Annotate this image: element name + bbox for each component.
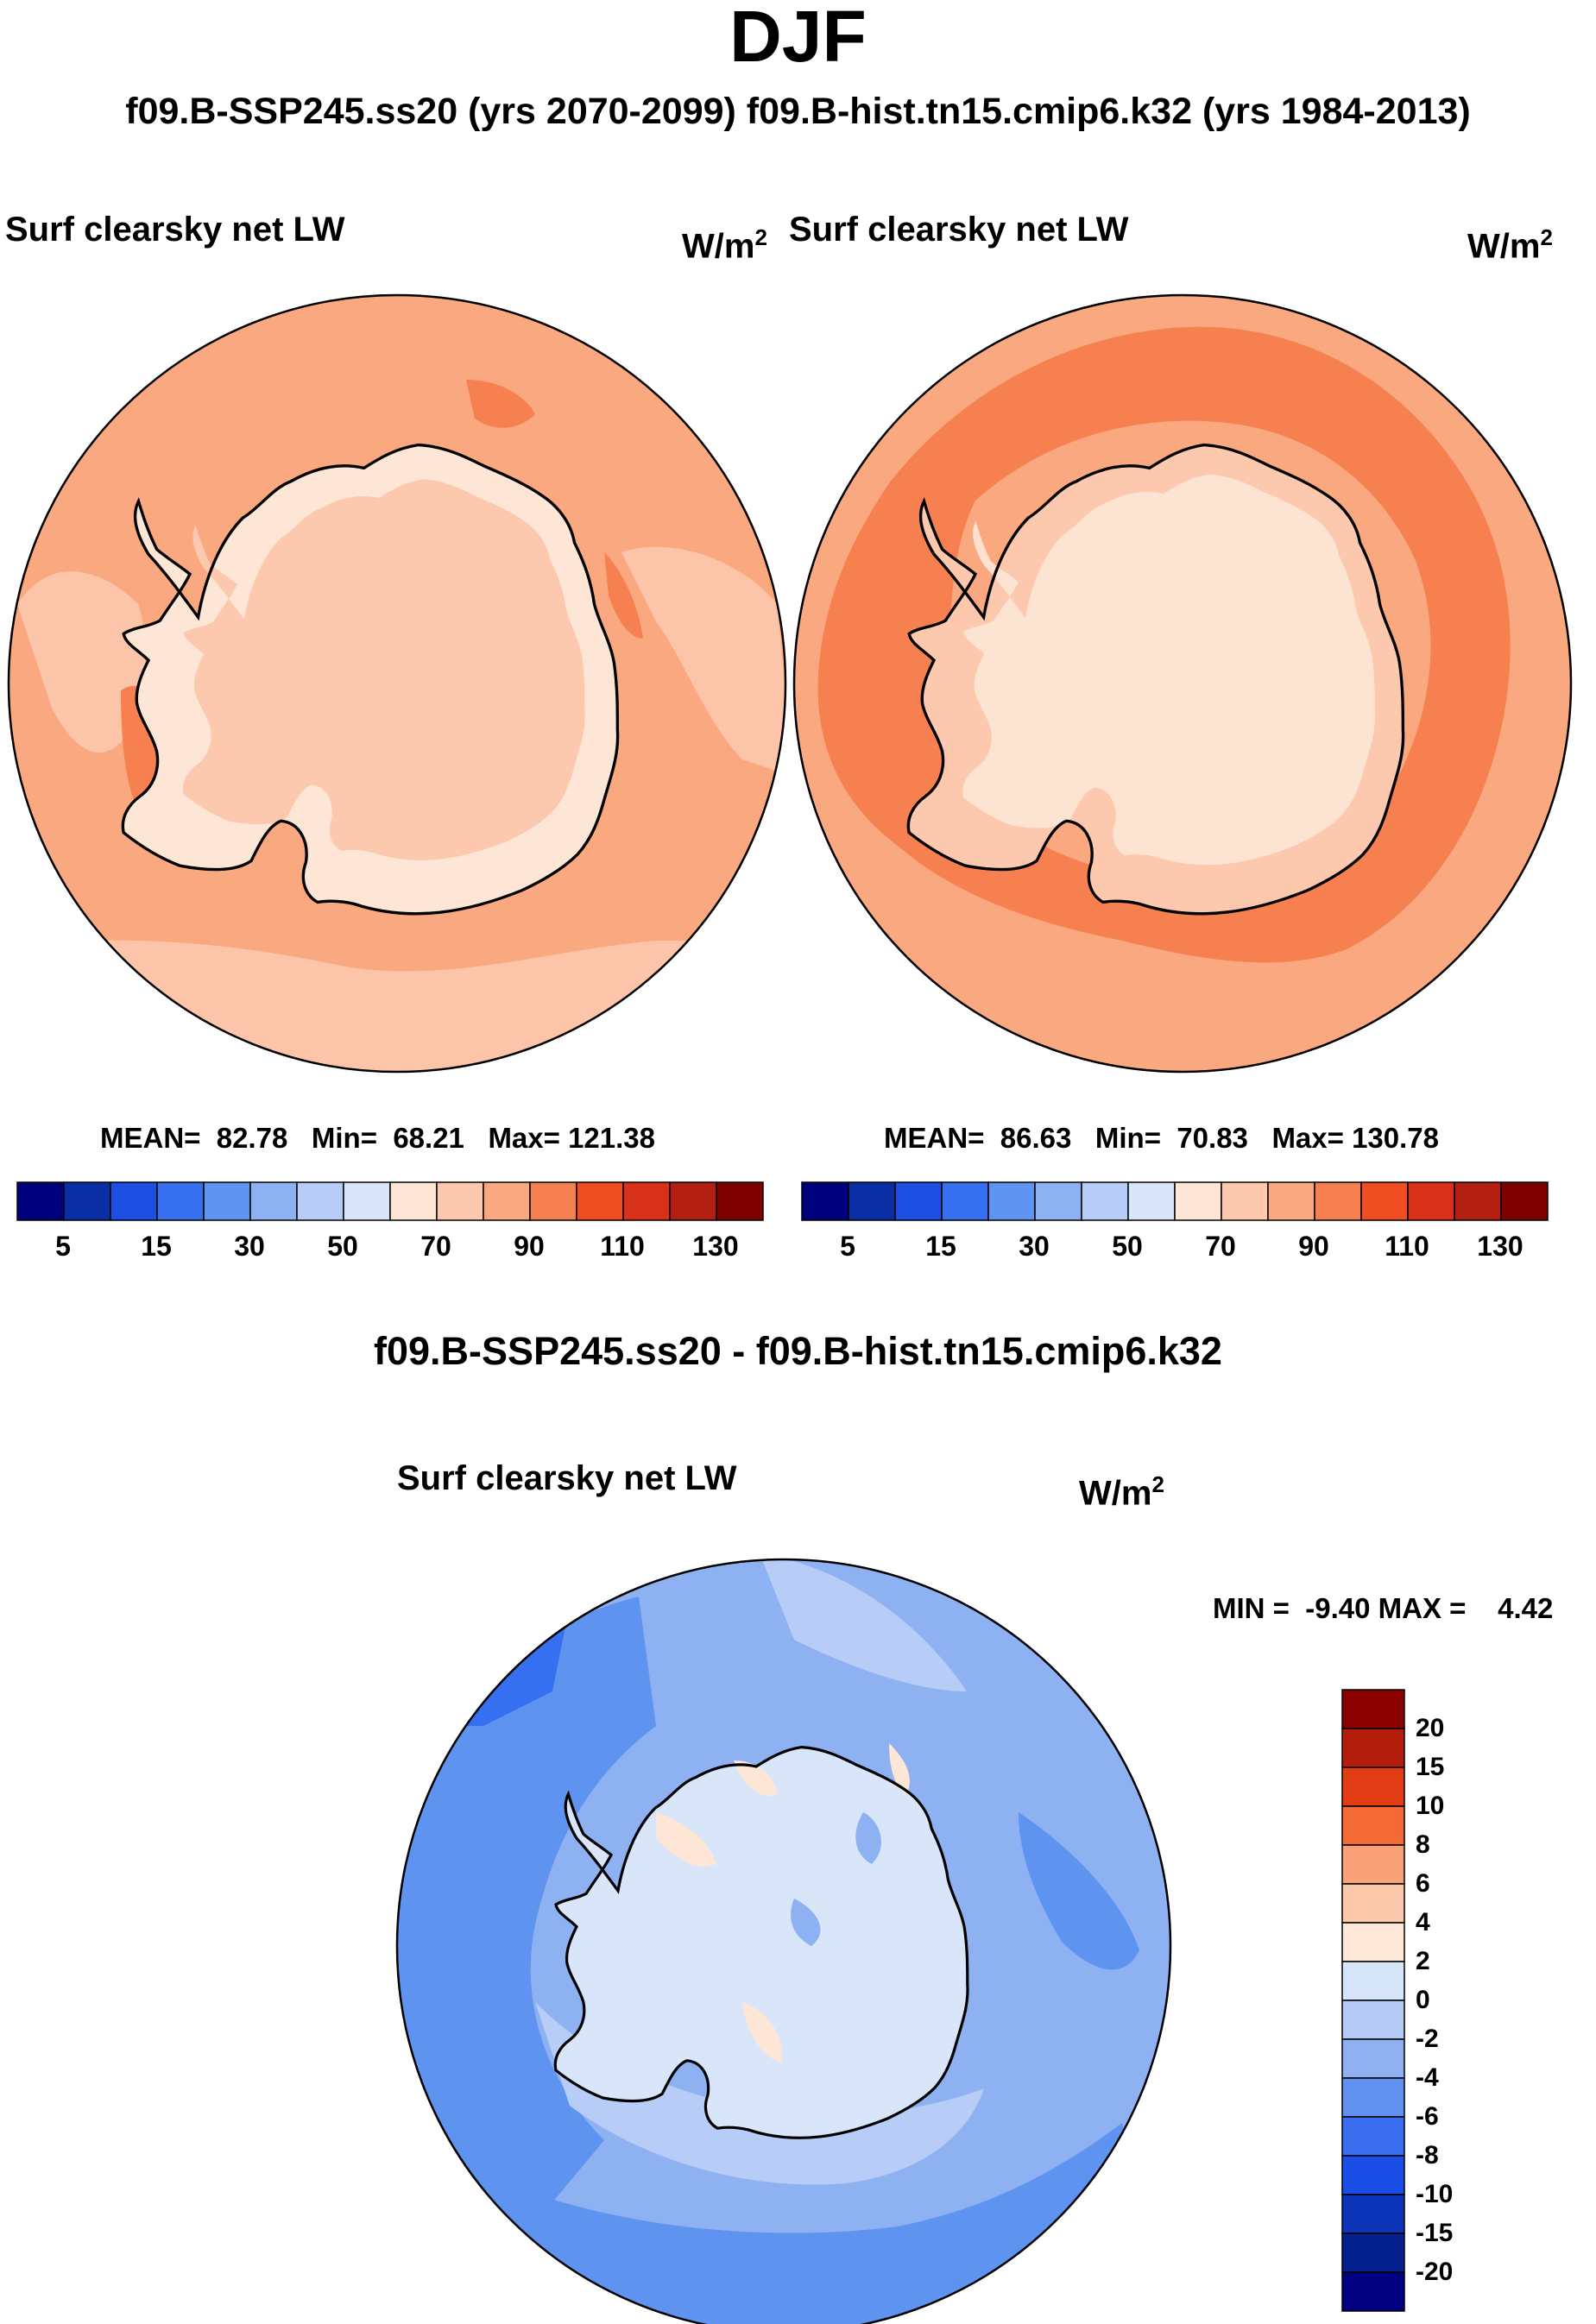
colorbar-swatch <box>1341 1883 1405 1924</box>
colorbar-swatch <box>1341 1922 1405 1962</box>
colorbar-swatch <box>622 1181 671 1221</box>
colorbar-swatch <box>1341 2077 1405 2118</box>
left-colorbar-tick: 5 <box>55 1231 71 1262</box>
right-map-hist <box>794 295 1571 1072</box>
colorbar-swatch <box>110 1181 158 1221</box>
right-colorbar-tick: 90 <box>1298 1231 1329 1262</box>
difference-title: f09.B-SSP245.ss20 - f09.B-hist.tn15.cmip… <box>374 1329 1222 1373</box>
colorbar-swatch <box>343 1181 391 1221</box>
difference-variable-label: Surf clearsky net LW <box>397 1459 737 1497</box>
colorbar-swatch <box>1360 1181 1409 1221</box>
colorbar-swatch <box>1341 1689 1405 1729</box>
colorbar-swatch <box>1034 1181 1082 1221</box>
left-map-ssp245 <box>9 295 785 1072</box>
diff-colorbar-tick: 10 <box>1416 1792 1445 1820</box>
colorbar-swatch <box>848 1181 896 1221</box>
diff-colorbar-tick: -2 <box>1416 2025 1439 2053</box>
left-colorbar-tick: 110 <box>600 1231 645 1262</box>
colorbar-swatch <box>63 1181 111 1221</box>
left-panel-stats: MEAN= 82.78 Min= 68.21 Max= 121.38 <box>100 1122 656 1154</box>
colorbar-swatch <box>1341 2233 1405 2273</box>
run-comparison-title: f09.B-SSP245.ss20 (yrs 2070-2099) f09.B-… <box>125 91 1471 132</box>
diff-colorbar-tick: -20 <box>1416 2258 1454 2286</box>
colorbar-swatch <box>1341 2194 1405 2234</box>
colorbar-swatch <box>941 1181 989 1221</box>
diff-colorbar-tick: 15 <box>1416 1753 1445 1781</box>
right-colorbar-tick: 5 <box>840 1231 855 1262</box>
colorbar-swatch <box>1341 2116 1405 2157</box>
colorbar-swatch <box>529 1181 577 1221</box>
colorbar-swatch <box>16 1181 65 1221</box>
left-colorbar-tick: 30 <box>234 1231 265 1262</box>
left-colorbar-tick: 50 <box>327 1231 358 1262</box>
page-title: DJF <box>729 0 867 77</box>
colorbar-swatch <box>669 1181 717 1221</box>
colorbar-swatch <box>389 1181 438 1221</box>
colorbar-swatch <box>483 1181 531 1221</box>
colorbar-swatch <box>801 1181 849 1221</box>
diff-colorbar-tick: 0 <box>1416 1986 1430 2014</box>
difference-colorbar <box>1341 1689 1405 2312</box>
right-colorbar <box>801 1181 1549 1221</box>
difference-map <box>397 1559 1170 2324</box>
colorbar-swatch <box>436 1181 484 1221</box>
left-colorbar-tick: 130 <box>692 1231 739 1262</box>
right-colorbar-tick: 50 <box>1112 1231 1143 1262</box>
diff-colorbar-tick: 20 <box>1416 1714 1445 1742</box>
colorbar-swatch <box>1341 1728 1405 1768</box>
left-colorbar-tick: 15 <box>141 1231 172 1262</box>
colorbar-swatch <box>1267 1181 1315 1221</box>
right-panel-units: W/m2 <box>1467 224 1553 266</box>
colorbar-swatch <box>1314 1181 1362 1221</box>
colorbar-swatch <box>156 1181 205 1221</box>
diff-colorbar-tick: -15 <box>1416 2219 1454 2247</box>
right-panel-stats: MEAN= 86.63 Min= 70.83 Max= 130.78 <box>884 1122 1440 1154</box>
colorbar-swatch <box>203 1181 251 1221</box>
colorbar-swatch <box>576 1181 624 1221</box>
left-colorbar <box>16 1181 764 1221</box>
colorbar-swatch <box>1341 2155 1405 2195</box>
colorbar-swatch <box>1341 2000 1405 2040</box>
colorbar-swatch <box>1341 2271 1405 2312</box>
colorbar-swatch <box>1454 1181 1502 1221</box>
colorbar-swatch <box>716 1181 764 1221</box>
colorbar-swatch <box>1341 1844 1405 1885</box>
colorbar-swatch <box>1341 2038 1405 2079</box>
difference-units: W/m2 <box>1079 1471 1164 1513</box>
colorbar-swatch <box>1341 1805 1405 1846</box>
left-colorbar-tick: 90 <box>514 1231 545 1262</box>
colorbar-swatch <box>1407 1181 1455 1221</box>
colorbar-swatch <box>296 1181 344 1221</box>
diff-colorbar-tick: -10 <box>1416 2180 1454 2208</box>
diff-colorbar-tick: 2 <box>1416 1947 1430 1975</box>
diff-colorbar-tick: 8 <box>1416 1830 1430 1859</box>
diff-colorbar-tick: 6 <box>1416 1869 1430 1898</box>
right-colorbar-tick: 15 <box>925 1231 956 1262</box>
left-panel-variable-label: Surf clearsky net LW <box>5 211 345 249</box>
colorbar-swatch <box>1127 1181 1176 1221</box>
colorbar-swatch <box>1500 1181 1549 1221</box>
diff-colorbar-tick: -6 <box>1416 2102 1439 2131</box>
colorbar-swatch <box>987 1181 1036 1221</box>
colorbar-swatch <box>1341 1961 1405 2001</box>
right-colorbar-tick: 130 <box>1477 1231 1523 1262</box>
colorbar-swatch <box>1341 1767 1405 1807</box>
colorbar-swatch <box>894 1181 943 1221</box>
colorbar-swatch <box>1174 1181 1222 1221</box>
diff-colorbar-tick: -8 <box>1416 2141 1439 2170</box>
diff-colorbar-tick: -4 <box>1416 2063 1439 2092</box>
diff-colorbar-tick: 4 <box>1416 1908 1430 1937</box>
right-colorbar-tick: 70 <box>1205 1231 1236 1262</box>
right-panel-variable-label: Surf clearsky net LW <box>789 211 1129 249</box>
difference-min-max: MIN = -9.40 MAX = 4.42 <box>1213 1592 1554 1624</box>
colorbar-swatch <box>1221 1181 1269 1221</box>
right-colorbar-tick: 30 <box>1019 1231 1050 1262</box>
colorbar-swatch <box>1081 1181 1129 1221</box>
left-panel-units: W/m2 <box>682 224 767 266</box>
right-colorbar-tick: 110 <box>1385 1231 1429 1262</box>
left-colorbar-tick: 70 <box>420 1231 451 1262</box>
colorbar-swatch <box>249 1181 298 1221</box>
